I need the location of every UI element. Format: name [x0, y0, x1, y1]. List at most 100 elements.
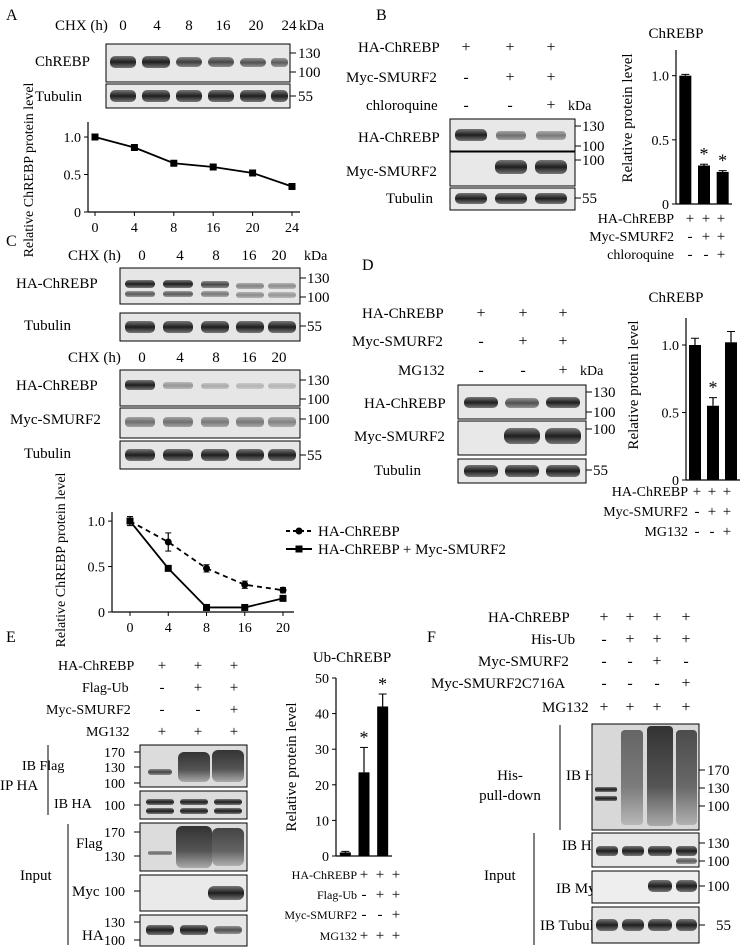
panel-b-chart-conditions: HA-ChREBP Myc-SMURF2 chloroquine + + + -…	[589, 211, 725, 263]
data-point	[170, 159, 178, 167]
panel-c-bands-top-ha	[125, 280, 296, 298]
band	[268, 449, 296, 461]
band	[596, 919, 618, 931]
band	[271, 90, 288, 102]
smear	[212, 750, 244, 782]
band	[236, 383, 264, 389]
panel-a-marker-130: 130	[298, 46, 321, 62]
sign: +	[518, 305, 527, 322]
bar	[679, 75, 692, 205]
panel-f-input-label: Input	[484, 868, 516, 884]
data-point	[279, 586, 287, 594]
y-tick-label: 0.5	[88, 561, 106, 576]
band	[180, 925, 208, 935]
marker: 100	[307, 412, 330, 428]
panel-a-letter: A	[6, 7, 18, 24]
significance-star: *	[718, 151, 727, 171]
sign: +	[723, 504, 731, 520]
panel-d-ylabel: Relative protein level	[626, 320, 642, 449]
sign: -	[704, 247, 709, 263]
panel-c-top-row-label-0: HA-ChREBP	[16, 276, 98, 292]
panel-c-ylabel: Relative ChREBP protein level	[54, 472, 69, 647]
panel-b-marker-130: 130	[582, 119, 605, 135]
band	[648, 880, 672, 892]
band	[676, 880, 697, 892]
panel-f-bands-pulldown	[595, 726, 697, 826]
marker: 130	[104, 850, 125, 865]
marker: 170	[104, 826, 125, 841]
sign: -	[478, 333, 483, 350]
sign: +	[599, 609, 608, 626]
bar	[707, 405, 719, 480]
marker: 130	[707, 836, 730, 852]
band	[201, 383, 229, 389]
panel-d-conditions: HA-ChREBP Myc-SMURF2 MG132 + + + - + + -…	[352, 305, 568, 379]
panel-d-xcond-0: HA-ChREBP	[612, 485, 688, 500]
time: 8	[212, 350, 220, 366]
panel-e-xcond-1: Flag-Ub	[317, 888, 357, 902]
panel-d-xcond-1: Myc-SMURF2	[603, 505, 688, 520]
y-tick-label: 0	[322, 850, 329, 865]
panel-c-letter: C	[6, 233, 17, 250]
band	[163, 291, 193, 297]
sign: -	[160, 702, 165, 718]
band	[236, 283, 264, 289]
band	[464, 465, 498, 477]
band	[125, 417, 155, 427]
time: 4	[176, 248, 184, 264]
panel-e-chart: 0 10 20 30 40 50 * *	[315, 672, 392, 865]
panel-d-row-label-2: Tubulin	[374, 463, 421, 479]
bar	[689, 345, 701, 480]
marker: 100	[707, 799, 730, 815]
sign: +	[723, 524, 731, 540]
panel-b-chart: 0 0.5 1.0 * *	[652, 50, 732, 213]
panel-a-time-1: 4	[153, 18, 161, 34]
panel-e-xcond-0: HA-ChREBP	[292, 868, 358, 882]
band	[595, 787, 617, 792]
band	[214, 926, 242, 934]
band	[201, 417, 229, 427]
y-tick-label: 1.0	[88, 515, 106, 530]
marker: 130	[104, 916, 125, 931]
data-point	[279, 594, 287, 602]
y-tick-label: 10	[315, 814, 329, 829]
panel-c-chart: 0 0.5 1.0 0 4 8 16 20	[88, 512, 294, 636]
marker: 170	[707, 763, 730, 779]
panel-d-cond-1: Myc-SMURF2	[352, 334, 443, 350]
band	[163, 449, 193, 461]
sign: -	[688, 247, 693, 263]
panel-d-row-label-0: HA-ChREBP	[364, 396, 446, 412]
band	[622, 919, 644, 931]
y-tick-label: 0.5	[652, 134, 670, 149]
band	[545, 428, 581, 444]
panel-f-cond-0: HA-ChREBP	[488, 610, 570, 626]
time: 20	[272, 248, 287, 264]
band	[142, 90, 170, 102]
smear	[212, 828, 244, 866]
panel-f: F HA-ChREBP His-Ub Myc-SMURF2 Myc-SMURF2…	[427, 609, 731, 945]
panel-a-time-0: 0	[119, 18, 127, 34]
band	[208, 57, 234, 67]
sign: -	[710, 524, 715, 540]
data-point	[203, 603, 210, 611]
panel-e-letter: E	[6, 629, 16, 646]
bar	[698, 165, 710, 204]
sign: +	[392, 907, 400, 923]
sign: +	[681, 675, 690, 692]
data-point	[91, 133, 99, 141]
legend-marker-circle	[295, 527, 303, 535]
data-point	[203, 564, 210, 572]
legend-label-0: HA-ChREBP	[318, 524, 400, 540]
panel-e-input-label: Input	[20, 868, 52, 884]
panel-f-cond-2: Myc-SMURF2	[478, 654, 569, 670]
significance-star: *	[709, 378, 718, 398]
panel-f-row-label-2: IB Myc	[556, 881, 603, 897]
panel-c-kda: kDa	[304, 249, 328, 264]
panel-b-row-label-0: HA-ChREBP	[358, 130, 440, 146]
y-tick-label: 30	[315, 743, 329, 758]
panel-e-conditions: HA-ChREBP Flag-Ub Myc-SMURF2 MG132 + + +…	[46, 658, 238, 740]
panel-e-row-label-1: IB HA	[54, 797, 93, 812]
panel-d-letter: D	[362, 257, 374, 274]
